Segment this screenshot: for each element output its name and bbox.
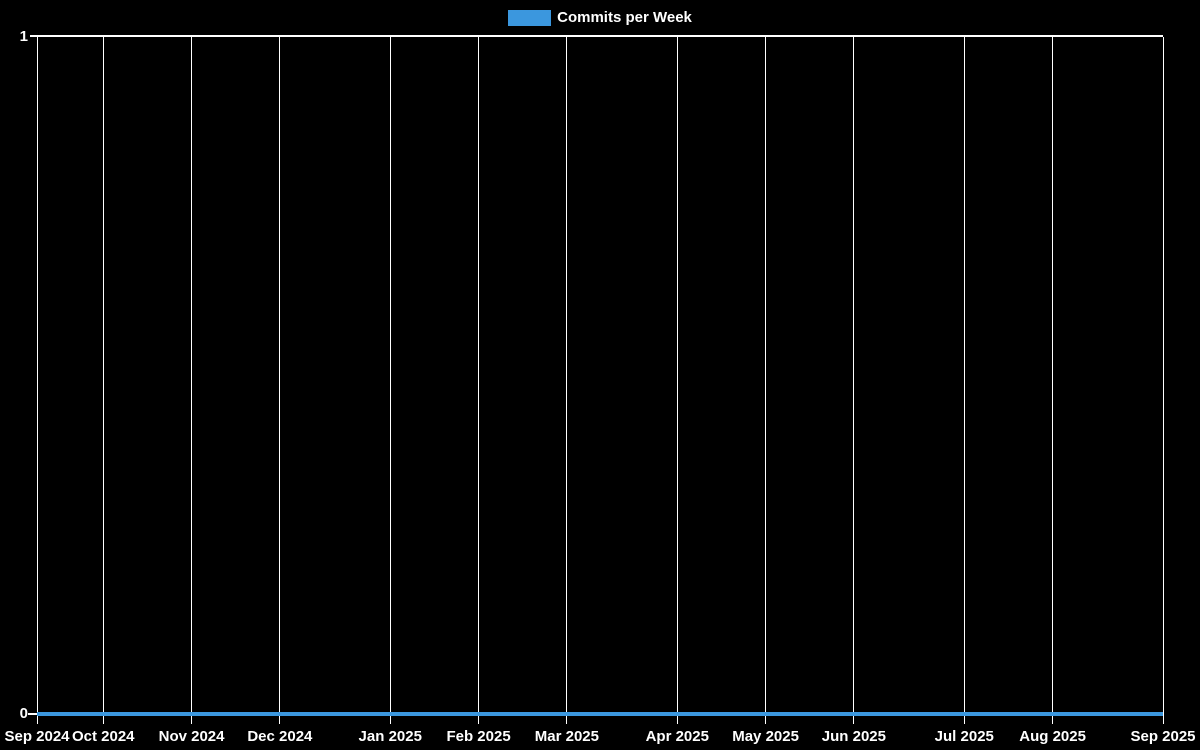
x-axis-label: Mar 2025 [534,728,599,745]
commits-line-series [37,712,1163,716]
legend-swatch [508,9,552,26]
x-axis-label: Jul 2025 [934,728,994,745]
y-axis-tick-mark [28,713,37,715]
x-axis-label: Jun 2025 [821,728,886,745]
x-axis-label: Sep 2025 [1130,728,1196,745]
month-gridline [1052,37,1054,724]
month-gridline [36,37,38,724]
chart-top-border [30,35,1163,37]
x-axis-label: Feb 2025 [446,728,511,745]
y-axis-label-min: 0 [19,705,28,722]
x-axis-label: Nov 2024 [158,728,225,745]
chart-legend[interactable]: Commits per Week [0,9,1200,26]
x-axis-label: May 2025 [732,728,799,745]
month-gridline [279,37,281,724]
y-axis-label-max: 1 [19,28,28,45]
month-gridline [1162,37,1164,724]
x-axis-label: Apr 2025 [645,728,709,745]
month-gridline [191,37,193,724]
legend-label: Commits per Week [557,9,692,26]
plot-area: Sep 2024 Oct 2024 Nov 2024 Dec 2024 Jan 2025… [4,35,1196,745]
month-gridline [478,37,480,724]
month-gridline [765,37,767,724]
x-axis-label: Dec 2024 [247,728,313,745]
x-axis-label: Jan 2025 [358,728,422,745]
x-axis-label: Oct 2024 [71,728,135,745]
month-gridline [676,37,678,724]
x-axis-label: Sep 2024 [4,728,70,745]
month-gridline [566,37,568,724]
month-gridline [853,37,855,724]
month-gridline [102,37,104,724]
month-gridline [963,37,965,724]
month-gridline [389,37,391,724]
x-axis-label: Aug 2025 [1019,728,1086,745]
